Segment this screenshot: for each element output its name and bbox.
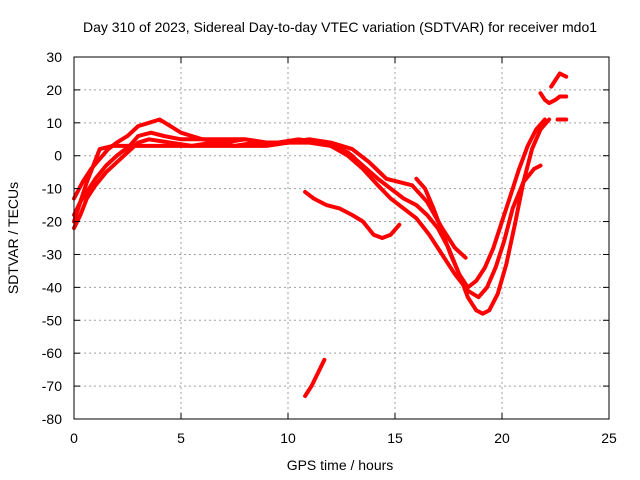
y-tick-label: -50 <box>42 312 62 328</box>
series-arc-10 <box>549 71 569 89</box>
y-tick-label: 20 <box>46 82 62 98</box>
x-tick-label: 15 <box>387 430 403 446</box>
series-arc-5 <box>328 117 552 316</box>
series-arc-8 <box>303 357 327 398</box>
series-arc-7 <box>303 189 402 240</box>
y-tick-label: 0 <box>54 148 62 164</box>
y-tick-label: 10 <box>46 115 62 131</box>
y-tick-label: -70 <box>42 378 62 394</box>
y-tick-label: -20 <box>42 214 62 230</box>
x-axis-label: GPS time / hours <box>287 457 394 473</box>
x-tick-label: 0 <box>70 430 78 446</box>
x-tick-label: 10 <box>280 430 296 446</box>
x-tick-label: 25 <box>601 430 617 446</box>
grid <box>74 57 609 419</box>
y-tick-label: -40 <box>42 279 62 295</box>
series-arc-4 <box>72 130 543 300</box>
series-arc-2 <box>72 137 355 231</box>
y-tick-label: -10 <box>42 181 62 197</box>
chart-title: Day 310 of 2023, Sidereal Day-to-day VTE… <box>83 19 597 35</box>
y-axis-label: SDTVAR / TECUs <box>5 182 21 294</box>
y-tick-label: -80 <box>42 411 62 427</box>
series-arc-9 <box>538 91 569 106</box>
x-tick-label: 20 <box>494 430 510 446</box>
series-arc-6 <box>414 117 547 290</box>
plot-frame <box>73 56 610 420</box>
y-tick-label: 30 <box>46 49 62 65</box>
y-tick-label: -30 <box>42 246 62 262</box>
x-axis: 0 5 10 15 20 25 <box>70 57 617 446</box>
series-group <box>72 71 569 398</box>
y-tick-label: -60 <box>42 345 62 361</box>
x-tick-label: 5 <box>177 430 185 446</box>
y-axis: -80 -70 -60 -50 -40 -30 -20 -10 0 10 20 30 <box>42 49 609 427</box>
series-arc-3 <box>72 137 468 260</box>
